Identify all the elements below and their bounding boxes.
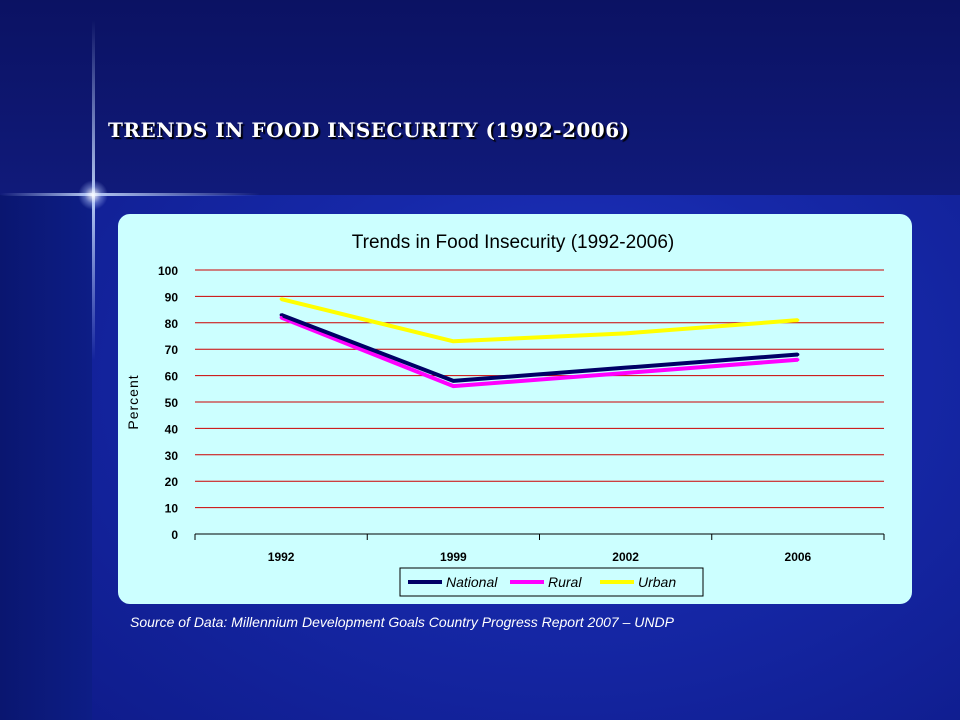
data-point-rural-2002 [624, 371, 628, 375]
data-point-urban-2006 [796, 318, 800, 322]
light-flare-center [78, 180, 108, 210]
y-tick-label-100: 100 [158, 264, 178, 278]
x-tick-label-1992: 1992 [268, 550, 295, 564]
series-line-rural [280, 315, 799, 389]
y-tick-label-80: 80 [165, 317, 179, 331]
data-point-rural-1992 [279, 316, 283, 320]
series-line-urban [280, 297, 799, 344]
data-point-rural-2006 [796, 358, 800, 362]
legend-box [399, 567, 704, 597]
data-source-note: Source of Data: Millennium Development G… [130, 614, 674, 630]
background-left-strip [0, 195, 92, 720]
y-tick-label-10: 10 [165, 502, 179, 516]
tick-labels: 0 10 20 30 40 50 60 70 80 90 100 1992 1999 2002 2006 [158, 264, 812, 564]
data-point-urban-2002 [624, 331, 628, 335]
light-flare-horizontal [0, 193, 260, 196]
y-tick-label-40: 40 [165, 422, 179, 436]
y-tick-label-70: 70 [165, 343, 179, 357]
series-line-national [280, 313, 799, 383]
x-tick-label-2002: 2002 [612, 550, 639, 564]
legend: National Rural Urban [399, 567, 704, 597]
slide-title: TRENDS IN FOOD INSECURITY (1992-2006) [108, 118, 630, 142]
y-tick-label-0: 0 [171, 528, 178, 542]
axes [194, 533, 885, 540]
x-tick-label-2006: 2006 [785, 550, 812, 564]
y-tick-label-30: 30 [165, 449, 179, 463]
data-point-national-1999 [451, 379, 455, 383]
y-tick-label-90: 90 [165, 290, 179, 304]
y-tick-label-60: 60 [165, 370, 179, 384]
legend-label-national: National [446, 574, 498, 590]
legend-label-rural: Rural [548, 574, 582, 590]
data-point-national-2006 [796, 352, 800, 356]
legend-label-urban: Urban [638, 574, 676, 590]
data-point-national-2002 [624, 366, 628, 370]
data-point-urban-1992 [279, 297, 283, 301]
data-point-urban-1999 [451, 339, 455, 343]
series-lines [279, 297, 800, 389]
y-tick-label-20: 20 [165, 475, 179, 489]
background-top [0, 0, 960, 195]
y-axis-label: Percent [125, 374, 141, 429]
food-insecurity-line-chart: Trends in Food Insecurity (1992-2006) Pe… [125, 232, 885, 597]
data-point-rural-1999 [451, 384, 455, 388]
y-tick-label-50: 50 [165, 396, 179, 410]
data-point-national-1992 [279, 313, 283, 317]
x-tick-label-1999: 1999 [440, 550, 467, 564]
chart-title: Trends in Food Insecurity (1992-2006) [352, 232, 674, 253]
gridlines [195, 269, 884, 509]
chart-panel: Trends in Food Insecurity (1992-2006) Pe… [118, 214, 912, 604]
